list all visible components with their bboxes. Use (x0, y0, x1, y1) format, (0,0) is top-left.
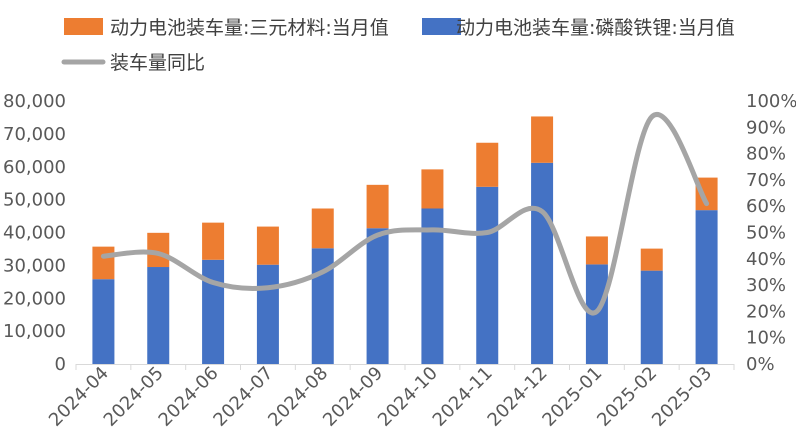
left-axis-ticks: 0 10,000 20,000 30,000 40,000 50,000 60,000 70,… (3, 91, 66, 375)
legend-swatch-ternary (64, 18, 103, 35)
legend-label-yoy: 装车量同比 (110, 52, 205, 74)
right-tick-label: 30% (746, 275, 786, 296)
legend-label-ternary: 动力电池装车量:三元材料:当月值 (110, 17, 389, 39)
bar-lfp (256, 264, 279, 364)
bar-ternary (366, 184, 389, 229)
left-tick-label: 20,000 (3, 288, 66, 309)
bar-ternary (92, 246, 115, 280)
bar-lfp (640, 270, 663, 364)
bar-lfp (695, 210, 718, 364)
bar-ternary (476, 142, 499, 187)
x-tick-label: 2024-05 (100, 363, 168, 431)
bar-ternary (147, 232, 170, 268)
left-tick-label: 0 (55, 354, 66, 375)
right-tick-label: 60% (746, 196, 786, 217)
bar-ternary (311, 208, 334, 249)
x-tick-label: 2025-03 (648, 363, 716, 431)
bar-lfp (366, 228, 389, 364)
right-tick-label: 80% (746, 144, 786, 165)
x-tick-label: 2025-01 (538, 363, 606, 431)
x-tick-label: 2024-07 (209, 363, 277, 431)
bar-ternary (585, 236, 608, 265)
right-tick-label: 20% (746, 301, 786, 322)
x-tick-label: 2025-02 (593, 363, 661, 431)
bar-lfp (92, 279, 115, 364)
bar-lfp (147, 267, 170, 364)
x-tick-label: 2024-10 (374, 363, 442, 431)
bar-ternary (640, 248, 663, 271)
right-tick-label: 0% (746, 354, 775, 375)
left-tick-label: 40,000 (3, 223, 66, 244)
right-tick-label: 50% (746, 223, 786, 244)
x-axis-ticks: 2024-042024-052024-062024-072024-082024-… (45, 363, 735, 431)
right-tick-label: 70% (746, 170, 786, 191)
left-tick-label: 60,000 (3, 157, 66, 178)
x-tick-label: 2024-12 (484, 363, 552, 431)
right-tick-label: 40% (746, 249, 786, 270)
x-tick-label: 2024-06 (155, 363, 223, 431)
left-tick-label: 10,000 (3, 321, 66, 342)
bar-series (92, 116, 718, 364)
left-tick-label: 80,000 (3, 91, 66, 112)
yoy-line (100, 111, 710, 316)
bar-ternary (202, 222, 225, 260)
bar-lfp (531, 162, 554, 364)
bar-ternary (256, 226, 279, 265)
left-tick-label: 50,000 (3, 190, 66, 211)
bar-lfp (476, 186, 499, 364)
right-tick-label: 90% (746, 117, 786, 138)
legend: 动力电池装车量:三元材料:当月值 动力电池装车量:磷酸铁锂:当月值 装车量同比 (61, 17, 735, 74)
x-tick-label: 2024-11 (429, 363, 497, 431)
yoy-line-series (100, 111, 710, 316)
x-tick-label: 2024-08 (264, 363, 332, 431)
right-axis-ticks: 0% 10% 20% 30% 40% 50% 60% 70% 80% 90% 100% (746, 91, 796, 375)
left-tick-label: 70,000 (3, 124, 66, 145)
legend-swatch-lfp (422, 18, 461, 35)
legend-label-lfp: 动力电池装车量:磷酸铁锂:当月值 (456, 17, 735, 39)
bar-ternary (421, 169, 444, 209)
bar-lfp (202, 259, 225, 364)
bar-lfp (311, 248, 334, 364)
x-tick-label: 2024-09 (319, 363, 387, 431)
bar-ternary (531, 116, 554, 163)
left-tick-label: 30,000 (3, 255, 66, 276)
right-tick-label: 100% (746, 91, 796, 112)
bar-lfp (421, 208, 444, 364)
right-tick-label: 10% (746, 328, 786, 349)
